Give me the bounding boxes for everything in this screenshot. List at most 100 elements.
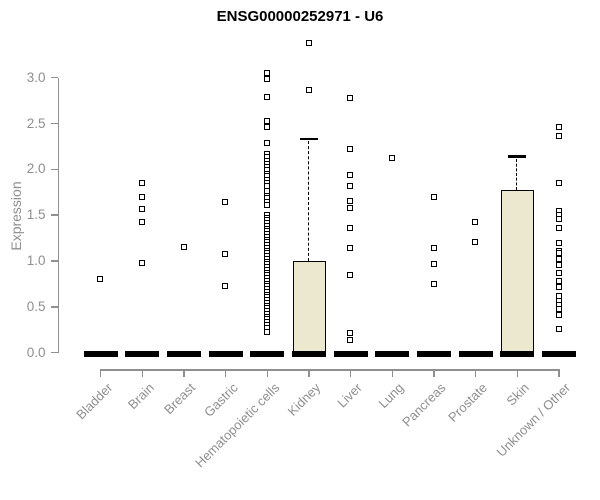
x-tick-hematopoietic-cells <box>266 369 269 377</box>
median-bar-unknown-other <box>541 350 576 357</box>
outlier-point-hematopoietic-cells <box>264 329 271 336</box>
outlier-point-pancreas <box>430 261 437 268</box>
y-tick-0.0 <box>50 351 58 354</box>
x-tick-bladder <box>99 369 102 377</box>
whisker-cap-skin <box>508 155 527 158</box>
y-tick-label-1.0: 1.0 <box>26 253 46 269</box>
outlier-point-brain <box>139 219 146 226</box>
outlier-point-hematopoietic-cells <box>264 123 271 130</box>
y-tick-1.5 <box>50 214 58 216</box>
median-bar-skin <box>500 350 535 357</box>
median-bar-prostate <box>458 350 493 357</box>
box-skin <box>500 189 534 356</box>
x-axis-label-skin: Skin <box>503 380 532 409</box>
x-tick-kidney <box>308 369 310 377</box>
x-tick-pancreas <box>433 369 435 377</box>
outlier-point-brain <box>139 206 146 213</box>
x-axis-label-unknown-other: Unknown / Other <box>493 380 574 460</box>
outlier-point-unknown-other <box>555 325 562 332</box>
y-axis-line <box>57 77 59 353</box>
outlier-point-hematopoietic-cells <box>264 201 271 208</box>
median-bar-brain <box>125 350 160 357</box>
median-bar-kidney <box>292 350 326 357</box>
outlier-point-pancreas <box>430 244 437 251</box>
y-tick-label-3.0: 3.0 <box>26 69 46 85</box>
outlier-point-liver <box>347 244 354 251</box>
outlier-point-gastric <box>222 199 229 206</box>
whisker-kidney <box>308 141 310 261</box>
outlier-point-unknown-other <box>555 262 562 269</box>
outlier-point-liver <box>347 272 354 279</box>
outlier-point-unknown-other <box>555 133 562 140</box>
y-tick-label-1.5: 1.5 <box>26 207 46 223</box>
outlier-point-unknown-other <box>555 311 562 318</box>
median-bar-gastric <box>208 350 243 357</box>
median-bar-liver <box>333 350 368 357</box>
chart-title: ENSG00000252971 - U6 <box>216 8 384 25</box>
y-tick-3.0 <box>50 76 58 79</box>
outlier-point-brain <box>139 194 146 201</box>
x-axis-label-brain: Brain <box>124 380 157 413</box>
y-tick-1.0 <box>50 260 58 262</box>
y-tick-label-0.5: 0.5 <box>26 298 46 314</box>
outlier-point-bladder <box>97 276 104 283</box>
x-axis-label-breast: Breast <box>161 380 199 418</box>
outlier-point-hematopoietic-cells <box>264 93 271 100</box>
outlier-point-unknown-other <box>555 284 562 291</box>
box-kidney <box>292 261 326 356</box>
x-tick-breast <box>183 369 185 377</box>
outlier-point-unknown-other <box>555 240 562 247</box>
outlier-point-liver <box>347 198 354 205</box>
median-bar-bladder <box>83 350 118 357</box>
y-tick-label-0.0: 0.0 <box>26 344 46 360</box>
x-tick-skin <box>516 369 519 377</box>
outlier-point-unknown-other <box>555 224 562 231</box>
outlier-point-pancreas <box>430 280 437 287</box>
x-tick-brain <box>141 369 144 377</box>
outlier-point-breast <box>180 243 187 250</box>
x-axis-label-kidney: Kidney <box>284 380 324 419</box>
x-tick-unknown-other <box>558 369 560 377</box>
x-tick-gastric <box>224 369 227 377</box>
x-tick-liver <box>349 369 352 377</box>
outlier-point-unknown-other <box>555 179 562 186</box>
x-tick-prostate <box>474 369 477 377</box>
x-axis-label-prostate: Prostate <box>445 380 491 425</box>
outlier-point-gastric <box>222 283 229 290</box>
median-bar-pancreas <box>416 350 451 357</box>
outlier-point-prostate <box>472 239 479 246</box>
outlier-point-liver <box>347 94 354 101</box>
x-tick-lung <box>391 369 394 377</box>
outlier-point-liver <box>347 172 354 179</box>
whisker-cap-kidney <box>300 137 318 141</box>
median-bar-hematopoietic-cells <box>250 350 285 357</box>
outlier-point-hematopoietic-cells <box>264 76 271 83</box>
y-tick-2.0 <box>50 168 58 171</box>
outlier-point-lung <box>389 155 396 162</box>
outlier-point-unknown-other <box>555 216 562 223</box>
median-bar-lung <box>375 350 410 357</box>
outlier-point-liver <box>347 204 354 211</box>
y-tick-label-2.5: 2.5 <box>26 115 46 131</box>
outlier-point-prostate <box>472 219 479 226</box>
y-tick-0.5 <box>50 306 58 308</box>
outlier-point-liver <box>347 224 354 231</box>
y-tick-label-2.0: 2.0 <box>26 161 46 177</box>
x-axis-label-liver: Liver <box>334 380 366 411</box>
x-axis-label-bladder: Bladder <box>73 380 116 423</box>
outlier-point-gastric <box>222 251 229 258</box>
outlier-point-liver <box>347 183 354 190</box>
outlier-point-liver <box>347 330 354 337</box>
outlier-point-unknown-other <box>555 255 562 262</box>
outlier-point-hematopoietic-cells <box>264 69 271 76</box>
x-axis-label-lung: Lung <box>375 380 407 412</box>
median-bar-breast <box>167 350 202 357</box>
outlier-point-brain <box>139 260 146 267</box>
outlier-point-pancreas <box>430 193 437 200</box>
outlier-point-unknown-other <box>555 123 562 130</box>
x-axis-line <box>100 369 561 371</box>
x-axis-label-pancreas: Pancreas <box>399 380 449 430</box>
outlier-point-liver <box>347 336 354 343</box>
outlier-point-liver <box>347 145 354 152</box>
